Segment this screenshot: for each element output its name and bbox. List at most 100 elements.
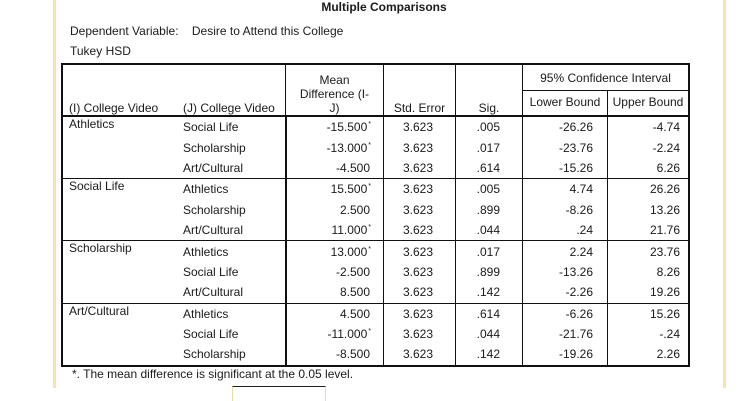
table-row: Scholarship Athletics 13.000* 3.623.017 2.24… (62, 240, 689, 304)
upper-bound-cell: -2.24 (607, 137, 689, 158)
significance-marker: * (368, 328, 371, 336)
significance-marker: * (368, 121, 371, 129)
std-error-cell: 3.623 (383, 219, 456, 241)
lower-bound-cell: -23.76 (522, 137, 608, 158)
mean-difference-value: 11.000 (331, 223, 368, 238)
table-row: Social Life -2.500 3.623.899 -13.26 8.26 (62, 261, 689, 283)
std-error-cell: 3.623 (383, 157, 456, 179)
j-college-video-cell: Social Life (183, 120, 239, 135)
j-college-video-cell: Social Life (183, 264, 239, 279)
lower-bound-cell: -6.26 (522, 302, 608, 324)
header-mean-difference-line1: Mean (319, 73, 350, 87)
lower-bound-cell: 2.24 (522, 240, 608, 262)
table-title: Multiple Comparisons (0, 0, 744, 14)
table-row: Social Life Athletics 15.500* 3.623.005 4.74… (62, 178, 689, 241)
sig-cell: .142 (455, 282, 523, 304)
upper-bound-cell: 23.76 (607, 240, 689, 262)
upper-bound-cell: 6.26 (607, 157, 689, 179)
mean-difference-value: -2.500 (335, 264, 370, 279)
std-error-cell: 3.623 (383, 116, 456, 138)
j-college-video-cell: Art/Cultural (183, 285, 244, 300)
upper-bound-cell: -.24 (607, 323, 689, 345)
lower-bound-cell: -15.26 (522, 157, 608, 179)
sig-cell: .614 (455, 157, 523, 179)
mean-difference-cell: 13.000* (284, 240, 384, 262)
mean-difference-value: -8.500 (335, 347, 370, 362)
j-college-video-cell: Scholarship (183, 140, 246, 155)
mean-difference-value: -13.000 (326, 140, 368, 155)
i-college-video-cell: Athletics (69, 117, 115, 131)
mean-difference-cell: -2.500 (284, 261, 384, 283)
mean-difference-cell: -15.500* (284, 116, 384, 138)
j-college-video-cell: Scholarship (183, 202, 246, 217)
header-sig: Sig. (455, 64, 523, 117)
std-error-cell: 3.623 (383, 137, 456, 158)
significance-marker: * (368, 183, 371, 191)
upper-bound-cell: 15.26 (607, 302, 689, 324)
dependent-variable-value: Desire to Attend this College (191, 24, 344, 38)
mean-difference-cell: -11.000* (284, 323, 384, 345)
lower-bound-cell: -19.26 (522, 344, 608, 366)
upper-bound-cell: 13.26 (607, 199, 689, 220)
sig-cell: .044 (455, 219, 523, 241)
lower-bound-cell: -8.26 (522, 199, 608, 220)
std-error-cell: 3.623 (383, 323, 456, 345)
sig-cell: .044 (455, 323, 523, 345)
significance-marker: * (368, 245, 371, 253)
std-error-cell: 3.623 (383, 302, 456, 324)
header-mean-difference: Mean Difference (I- J) (285, 64, 384, 117)
mean-difference-cell: -8.500 (284, 344, 384, 366)
table-row: Art/Cultural Athletics 4.500 3.623.614 -6.26… (62, 302, 689, 366)
mean-difference-cell: -13.000* (284, 137, 384, 158)
sig-cell: .899 (455, 261, 523, 283)
mean-difference-cell: -4.500 (284, 157, 384, 179)
table-row: Scholarship -8.500 3.623.142 -19.26 2.26 (62, 344, 689, 366)
upper-bound-cell: 8.26 (607, 261, 689, 283)
header-mean-difference-line2: Difference (I- (299, 87, 370, 101)
header-lower-bound: Lower Bound (522, 90, 608, 117)
std-error-cell: 3.623 (383, 282, 456, 304)
dependent-variable-line: Dependent Variable: Desire to Attend thi… (70, 24, 343, 38)
lower-bound-cell: -13.26 (522, 261, 608, 283)
sig-cell: .142 (455, 344, 523, 366)
mean-difference-cell: 11.000* (284, 219, 384, 241)
multiple-comparisons-table: (I) College Video (J) College Video Mean… (61, 63, 690, 367)
mean-difference-value: -4.500 (335, 160, 370, 175)
mean-difference-value: 15.500 (330, 182, 368, 197)
sig-cell: .017 (455, 137, 523, 158)
j-college-video-cell: Scholarship (183, 347, 246, 362)
i-college-video-cell: Social Life (62, 178, 177, 241)
table-title-text: Multiple Comparisons (321, 0, 447, 14)
header-mean-difference-line3: J) (329, 101, 340, 115)
table-row: Scholarship 2.500 3.623.899 -8.26 13.26 (62, 199, 689, 220)
mean-difference-cell: 2.500 (284, 199, 384, 220)
i-college-video-cell: Scholarship (62, 240, 177, 304)
table-body: Athletics Social Life -15.500* 3.623.005 -26… (62, 116, 689, 366)
table-row: Scholarship -13.000* 3.623.017 -23.76 -2.24 (62, 137, 689, 158)
table-row: Art/Cultural 11.000* 3.623.044.24 21.76 (62, 219, 689, 241)
dependent-variable-label: Dependent Variable: (70, 24, 179, 38)
method-label: Tukey HSD (70, 44, 131, 58)
sig-cell: .005 (455, 178, 523, 200)
partial-element-bottom (232, 386, 326, 401)
lower-bound-cell: -21.76 (522, 323, 608, 345)
std-error-cell: 3.623 (383, 261, 456, 283)
upper-bound-cell: 2.26 (607, 344, 689, 366)
table-row: Athletics Social Life -15.500* 3.623.005 -26… (62, 116, 689, 138)
selection-border-left (53, 0, 56, 388)
j-college-video-cell: Art/Cultural (183, 160, 244, 175)
header-upper-bound: Upper Bound (607, 90, 689, 117)
header-std-error: Std. Error (383, 64, 456, 117)
i-college-video-cell: Art/Cultural (62, 302, 177, 366)
mean-difference-cell: 8.500 (284, 282, 384, 304)
header-j-college-video: (J) College Video (177, 64, 286, 117)
significance-marker: * (368, 141, 371, 149)
j-college-video-cell: Athletics (177, 178, 286, 200)
mean-difference-value: 8.500 (339, 285, 370, 300)
sig-cell: .017 (455, 240, 523, 262)
sig-cell: .614 (455, 302, 523, 324)
significance-marker: * (368, 224, 371, 232)
upper-bound-cell: 19.26 (607, 282, 689, 304)
mean-difference-cell: 4.500 (284, 302, 384, 324)
mean-difference-value: 4.500 (339, 306, 370, 321)
